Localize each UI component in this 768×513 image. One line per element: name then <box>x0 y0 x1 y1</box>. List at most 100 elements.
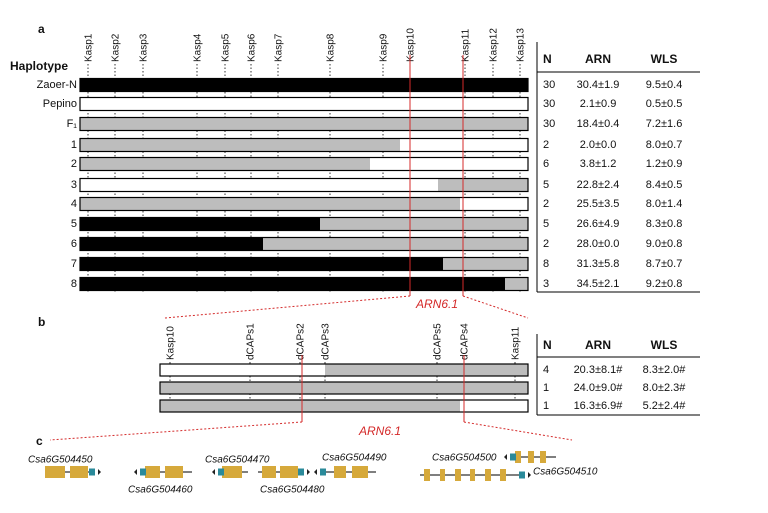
gene-arrow <box>528 472 531 478</box>
marker-label: dCAPs3 <box>321 323 332 360</box>
row-label: 7 <box>71 258 77 270</box>
gene-arrow <box>98 469 101 475</box>
table-cell: 34.5±2.1 <box>577 278 620 290</box>
gene-label: Csa6G504470 <box>205 455 270 466</box>
row-label: Pepino <box>43 98 77 110</box>
haplotype-segment <box>80 217 320 231</box>
gene-arrow <box>307 469 310 475</box>
haplotype-segment <box>80 257 443 271</box>
table-cell: 5 <box>543 218 549 230</box>
gene-label: Csa6G504510 <box>533 467 598 478</box>
gene-exon <box>500 469 506 481</box>
gene-utr <box>89 468 95 476</box>
haplotype-bar <box>79 276 529 292</box>
table-cell: 24.0±9.0# <box>574 382 624 394</box>
row-label: 4 <box>71 198 77 210</box>
haplotype-segment <box>80 138 400 152</box>
table-cell: 30 <box>543 118 555 130</box>
row-header: Haplotype <box>10 59 68 73</box>
row-label: 5 <box>71 218 77 230</box>
haplotype-segment <box>80 117 528 131</box>
haplotype-segment <box>460 197 528 211</box>
haplotype-segment <box>80 157 370 171</box>
table-cell: 1 <box>543 400 549 412</box>
marker-label: dCAPs2 <box>296 323 307 360</box>
panel-label: b <box>38 315 45 329</box>
row-label: Zaoer-N <box>37 79 77 91</box>
table-header: ARN <box>585 52 611 66</box>
gene-label: Csa6G504490 <box>322 453 387 464</box>
haplotype-bar <box>79 256 529 272</box>
gene-utr <box>140 468 146 476</box>
haplotype-bar <box>79 236 529 252</box>
gene-exon <box>528 451 534 463</box>
marker-label: Kasp3 <box>139 33 150 62</box>
haplotype-segment <box>80 178 438 192</box>
table-cell: 9.5±0.4 <box>646 79 683 91</box>
table-cell: 31.3±5.8 <box>577 258 620 270</box>
haplotype-bar <box>79 116 529 132</box>
table-cell: 8.0±2.3# <box>643 382 687 394</box>
table-cell: 4 <box>543 364 549 376</box>
table-header: N <box>543 52 552 66</box>
gene-exon <box>165 466 183 478</box>
table-cell: 5.2±2.4# <box>643 400 687 412</box>
marker-label: Kasp8 <box>326 33 337 62</box>
row-label: 8 <box>71 278 77 290</box>
gene-exon <box>424 469 430 481</box>
gene-exon <box>45 466 65 478</box>
table-cell: 2 <box>543 238 549 250</box>
table-header: N <box>543 338 552 352</box>
haplotype-segment <box>160 364 325 376</box>
haplotype-segment <box>443 257 528 271</box>
marker-label: dCAPs4 <box>460 323 471 360</box>
row-label: 2 <box>71 158 77 170</box>
table-cell: 2.1±0.9 <box>580 98 617 110</box>
zoom-line <box>462 295 529 319</box>
haplotype-segment <box>320 217 528 231</box>
gene-exon <box>262 466 276 478</box>
table-cell: 30.4±1.9 <box>577 79 620 91</box>
haplotype-segment <box>160 382 528 394</box>
table-cell: 30 <box>543 98 555 110</box>
gene-exon <box>334 466 346 478</box>
gene-label: Csa6G504460 <box>128 485 193 496</box>
haplotype-segment <box>160 400 460 412</box>
marker-label: Kasp6 <box>247 33 258 62</box>
marker-label: Kasp13 <box>516 28 527 62</box>
qtl-label: ARN6.1 <box>415 297 458 311</box>
haplotype-segment <box>505 277 528 291</box>
table-cell: 8.3±0.8 <box>646 218 683 230</box>
gene-utr <box>320 468 326 476</box>
gene-arrow <box>314 469 317 475</box>
gene-label: Csa6G504450 <box>28 455 93 466</box>
haplotype-segment <box>80 237 263 251</box>
gene-arrow <box>134 469 137 475</box>
haplotype-bar <box>159 399 529 413</box>
table-cell: 28.0±0.0 <box>577 238 620 250</box>
table-cell: 26.6±4.9 <box>577 218 620 230</box>
table-cell: 9.2±0.8 <box>646 278 683 290</box>
marker-label: Kasp12 <box>489 28 500 62</box>
gene-utr <box>218 468 224 476</box>
marker-label: Kasp10 <box>406 28 417 62</box>
table-header: WLS <box>651 52 678 66</box>
haplotype-bar <box>159 381 529 395</box>
row-label: 6 <box>71 238 77 250</box>
marker-label: Kasp1 <box>84 33 95 62</box>
haplotype-bar <box>79 77 529 93</box>
table-cell: 3.8±1.2 <box>580 158 617 170</box>
gene-exon <box>515 451 521 463</box>
gene-arrow <box>504 454 507 460</box>
gene-exon <box>145 466 160 478</box>
haplotype-segment <box>80 197 460 211</box>
zoom-line <box>164 295 411 319</box>
table-cell: 30 <box>543 79 555 91</box>
table-header: ARN <box>585 338 611 352</box>
haplotype-segment <box>80 78 528 92</box>
marker-label: Kasp11 <box>511 326 522 360</box>
table-cell: 9.0±0.8 <box>646 238 683 250</box>
marker-label: Kasp10 <box>166 326 177 360</box>
haplotype-bar <box>79 196 529 212</box>
